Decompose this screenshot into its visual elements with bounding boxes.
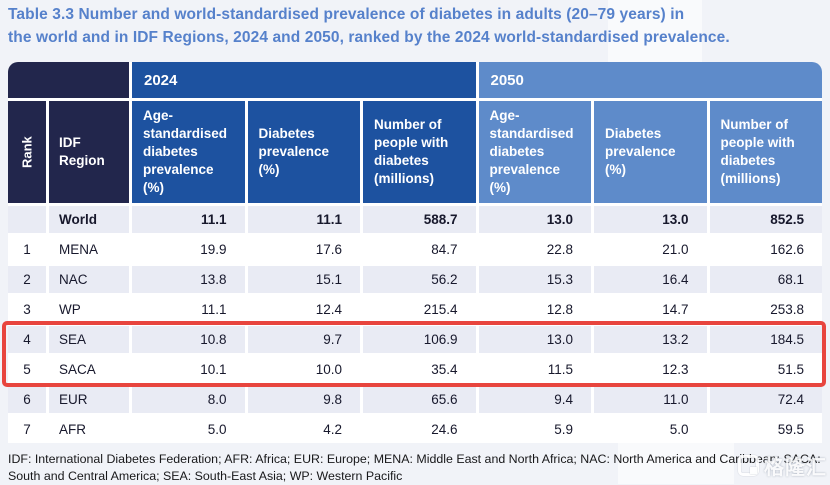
table-cell-world-2050-col3: 852.5 [709,206,822,233]
table-cell-afr-2050-col3: 59.5 [709,416,822,443]
table-cell-eur-2024-col1: 8.0 [132,386,245,413]
table-cell-rank-mena: 1 [8,236,46,263]
column-header-2050-diabetes-prevalence: Diabetes prevalence (%) [594,101,707,203]
table-title-line1: Table 3.3 Number and world-standardised … [8,6,685,23]
table-cell-sea-2024-col2: 9.7 [247,326,360,353]
table-title-line2: the world and in IDF Regions, 2024 and 2… [8,29,730,46]
table-cell-region-saca: SACA [49,356,129,383]
table-cell-afr-2050-col1: 5.9 [478,416,591,443]
table-cell-afr-2024-col3: 24.6 [363,416,476,443]
table-cell-region-wp: WP [49,296,129,323]
table-cell-rank-nac: 2 [8,266,46,293]
footnote: IDF: International Diabetes Federation; … [8,451,826,485]
table-cell-sea-2024-col3: 106.9 [363,326,476,353]
data-table: 2024 2050 Rank IDF Region Age-standardis… [8,62,822,443]
gelonghui-watermark: 格隆汇 [738,451,827,480]
table-cell-sea-2024-col1: 10.8 [132,326,245,353]
table-cell-wp-2024-col3: 215.4 [363,296,476,323]
footnote-line1: IDF: International Diabetes Federation; … [8,452,821,466]
table-cell-world-2050-col1: 13.0 [478,206,591,233]
table-cell-mena-2050-col2: 21.0 [594,236,707,263]
table-cell-region-afr: AFR [49,416,129,443]
column-header-rank: Rank [8,101,46,203]
table-cell-nac-2024-col2: 15.1 [247,266,360,293]
table-cell-nac-2050-col2: 16.4 [594,266,707,293]
table-cell-afr-2050-col2: 5.0 [594,416,707,443]
table-cell-world-2024-col2: 11.1 [247,206,360,233]
table-cell-region-mena: MENA [49,236,129,263]
footnote-line2: South and Central America; SEA: South-Ea… [8,469,403,483]
table-cell-eur-2024-col3: 65.6 [363,386,476,413]
table-cell-saca-2024-col3: 35.4 [363,356,476,383]
table-cell-eur-2050-col1: 9.4 [478,386,591,413]
gelonghui-watermark-text: 格隆汇 [764,457,827,479]
table-cell-saca-2050-col1: 11.5 [478,356,591,383]
table-cell-wp-2050-col3: 253.8 [709,296,822,323]
table-cell-region-nac: NAC [49,266,129,293]
year-header-2050: 2050 [478,62,822,98]
table-cell-wp-2024-col2: 12.4 [247,296,360,323]
column-header-idf-region: IDF Region [49,101,129,203]
background-band-top [608,0,702,62]
column-header-2024-number-with-diabetes: Number of people with diabetes (millions… [363,101,476,203]
table-cell-region-eur: EUR [49,386,129,413]
header-corner-spacer [8,62,129,98]
table-cell-eur-2024-col2: 9.8 [247,386,360,413]
table-cell-saca-2050-col3: 51.5 [709,356,822,383]
table-cell-rank-wp: 3 [8,296,46,323]
table-cell-saca-2050-col2: 12.3 [594,356,707,383]
background-band-bottom [618,443,734,484]
table-cell-nac-2050-col3: 68.1 [709,266,822,293]
table-cell-nac-2024-col1: 13.8 [132,266,245,293]
table-cell-eur-2050-col2: 11.0 [594,386,707,413]
table-cell-nac-2050-col1: 15.3 [478,266,591,293]
table-cell-world-2024-col3: 588.7 [363,206,476,233]
column-header-2024-age-standardised-prevalence: Age-standardised diabetes prevalence (%) [132,101,245,203]
column-header-2024-diabetes-prevalence: Diabetes prevalence (%) [247,101,360,203]
table-cell-mena-2050-col3: 162.6 [709,236,822,263]
table-cell-eur-2050-col3: 72.4 [709,386,822,413]
table-cell-wp-2024-col1: 11.1 [132,296,245,323]
table-cell-rank-afr: 7 [8,416,46,443]
table-cell-mena-2024-col1: 19.9 [132,236,245,263]
table-cell-saca-2024-col1: 10.1 [132,356,245,383]
table-cell-afr-2024-col1: 5.0 [132,416,245,443]
table-cell-mena-2024-col3: 84.7 [363,236,476,263]
column-header-2050-age-standardised-prevalence: Age-standardised diabetes prevalence (%) [478,101,591,203]
table-cell-world-2050-col2: 13.0 [594,206,707,233]
table-cell-wp-2050-col2: 14.7 [594,296,707,323]
table-cell-sea-2050-col3: 184.5 [709,326,822,353]
table-cell-rank-saca: 5 [8,356,46,383]
table-cell-world-2024-col1: 11.1 [132,206,245,233]
table-cell-saca-2024-col2: 10.0 [247,356,360,383]
table-cell-wp-2050-col1: 12.8 [478,296,591,323]
table-cell-region-world: World [49,206,129,233]
table-cell-rank-sea: 4 [8,326,46,353]
column-header-2050-number-with-diabetes: Number of people with diabetes (millions… [709,101,822,203]
table-cell-mena-2050-col1: 22.8 [478,236,591,263]
table-grid: 2024 2050 Rank IDF Region Age-standardis… [8,62,822,443]
table-cell-mena-2024-col2: 17.6 [247,236,360,263]
table-cell-rank-eur: 6 [8,386,46,413]
table-cell-afr-2024-col2: 4.2 [247,416,360,443]
year-header-2024: 2024 [132,62,476,98]
gelonghui-logo-icon [738,455,759,476]
table-cell-region-sea: SEA [49,326,129,353]
table-cell-sea-2050-col1: 13.0 [478,326,591,353]
table-cell-nac-2024-col3: 56.2 [363,266,476,293]
table-cell-rank-world [8,206,46,233]
table-title: Table 3.3 Number and world-standardised … [8,3,826,49]
table-cell-sea-2050-col2: 13.2 [594,326,707,353]
